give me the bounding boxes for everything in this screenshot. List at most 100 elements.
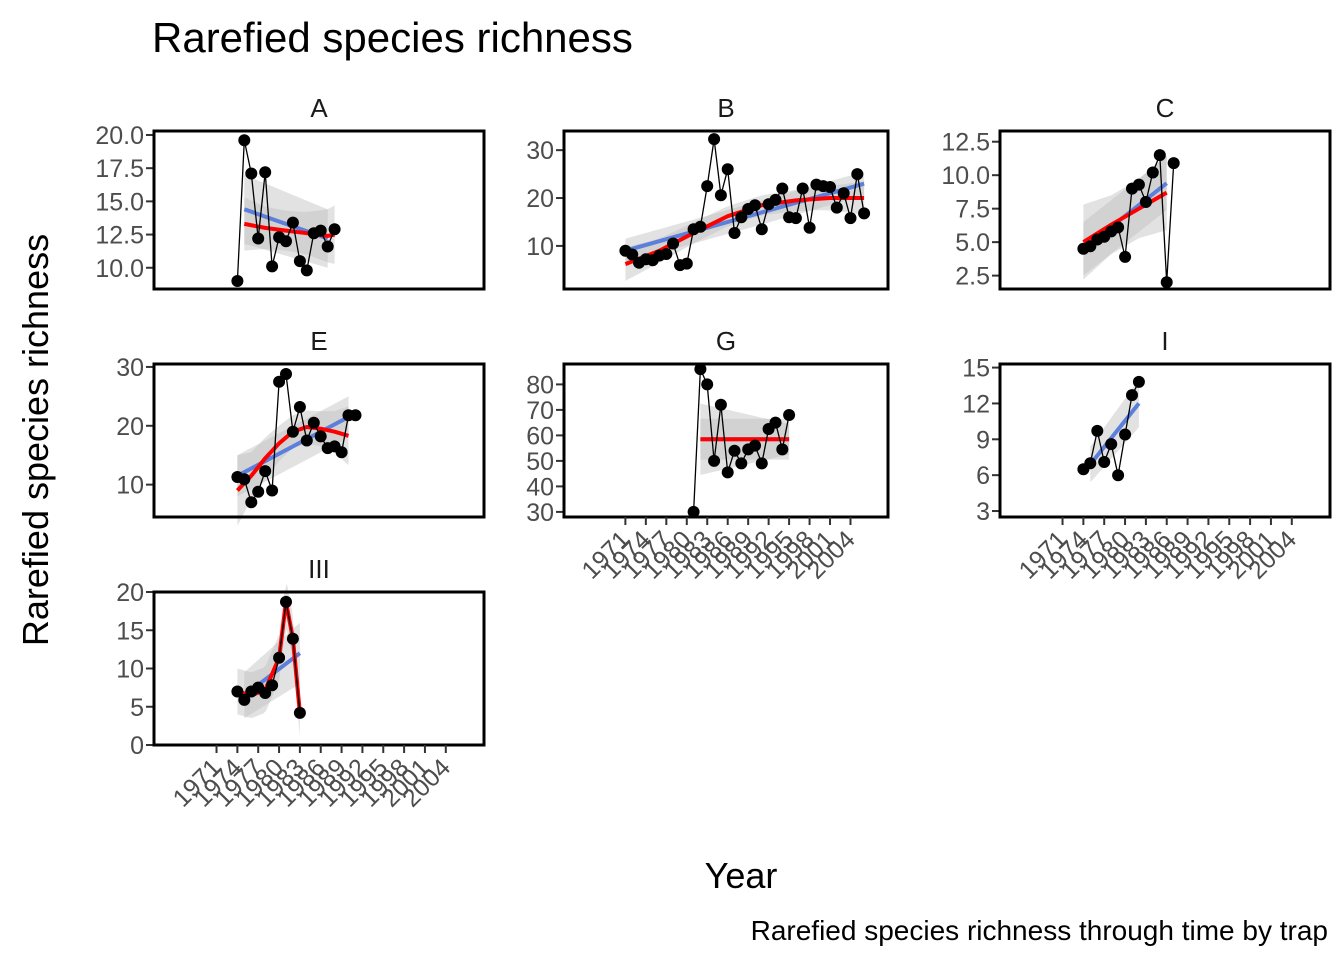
data-point xyxy=(1132,375,1145,388)
data-point xyxy=(1105,438,1118,451)
y-tick-label: 60 xyxy=(526,422,554,450)
y-tick-label: 20 xyxy=(116,413,144,441)
y-tick-label: 15.0 xyxy=(95,188,144,216)
data-point xyxy=(259,166,272,179)
facet-label: G xyxy=(716,326,736,356)
facet-c: C 2.5 5.0 7.5 10.0 12.5 xyxy=(941,93,1332,291)
panel-border xyxy=(152,129,486,291)
loess-line xyxy=(243,221,335,238)
data-point xyxy=(626,248,639,261)
loess-ribbon xyxy=(625,181,865,281)
data-point xyxy=(721,163,734,176)
data-point xyxy=(769,193,782,206)
data-point xyxy=(314,430,327,443)
facet-label: E xyxy=(310,326,327,356)
data-point xyxy=(266,679,279,692)
panel-border xyxy=(562,129,890,291)
data-point xyxy=(300,264,313,277)
data-point xyxy=(280,368,292,380)
data-point xyxy=(286,216,299,229)
y-tick-label: 12.5 xyxy=(95,222,144,250)
data-point xyxy=(321,240,334,253)
data-point xyxy=(314,224,327,237)
data-point xyxy=(1139,196,1152,208)
loess-line xyxy=(1082,190,1168,244)
data-point xyxy=(328,223,341,236)
y-tick-label: 10 xyxy=(526,233,554,261)
y-tick-label: 15 xyxy=(116,617,144,645)
data-point xyxy=(824,181,836,193)
data-point xyxy=(286,632,299,645)
y-tick-label: 50 xyxy=(526,448,554,476)
y-tick-label: 10 xyxy=(116,472,144,500)
y-tick-label: 10 xyxy=(116,656,144,684)
facet-label: C xyxy=(1156,93,1175,123)
facet-label: III xyxy=(308,554,330,584)
lm-ribbon xyxy=(244,174,328,268)
data-point xyxy=(858,207,871,220)
data-point xyxy=(349,409,362,422)
data-point xyxy=(259,465,272,478)
facet-panels: A10.012.515.017.520.0B102030C2.55.07.510… xyxy=(95,93,1332,813)
data-point xyxy=(769,416,782,429)
data-point xyxy=(231,685,244,698)
y-tick-label: 80 xyxy=(526,371,554,399)
data-point xyxy=(701,180,714,193)
data-point xyxy=(238,473,251,486)
y-tick-label: 10.0 xyxy=(941,162,990,190)
y-tick-label: 7.5 xyxy=(955,196,990,224)
data-point xyxy=(749,199,761,212)
data-point xyxy=(1160,276,1173,289)
data-point xyxy=(735,457,748,470)
data-point xyxy=(687,505,700,518)
data-point xyxy=(259,687,272,699)
data-point xyxy=(776,443,789,456)
data-point xyxy=(1119,250,1132,263)
y-tick-label: 9 xyxy=(976,426,990,454)
data-point xyxy=(783,409,796,421)
y-tick-label: 5 xyxy=(130,694,144,722)
facet-e: E 10 20 30 xyxy=(116,326,486,526)
data-point xyxy=(300,434,313,447)
chart-caption: Rarefied species richness through time b… xyxy=(751,915,1328,946)
data-point xyxy=(245,496,258,509)
data-point xyxy=(238,134,251,147)
data-point xyxy=(266,260,279,273)
y-tick-label: 12.5 xyxy=(941,129,990,157)
data-point xyxy=(1146,166,1159,179)
data-point xyxy=(1112,221,1125,234)
data-point xyxy=(755,457,768,470)
facet-iii: III0510152019711974197719801983198619891… xyxy=(116,554,486,813)
data-point xyxy=(1112,469,1125,482)
data-point xyxy=(714,398,727,411)
facet-a: A 10.0 12.5 15.0 17.5 20.0 xyxy=(95,93,486,291)
data-point xyxy=(708,454,721,467)
data-point xyxy=(280,235,292,248)
data-point xyxy=(728,227,741,239)
y-axis-label: Rarefied species richness xyxy=(15,234,56,646)
panel-border xyxy=(998,362,1332,519)
data-point xyxy=(307,416,320,429)
data-point xyxy=(1132,178,1145,191)
data-point xyxy=(694,220,707,233)
data-point xyxy=(286,425,299,438)
data-point xyxy=(280,595,292,608)
data-point xyxy=(273,375,286,388)
y-tick-label: 70 xyxy=(526,397,554,425)
data-point xyxy=(803,221,816,234)
data-point xyxy=(238,693,251,706)
y-tick-label: 5.0 xyxy=(955,229,990,257)
data-point xyxy=(266,484,279,497)
data-point xyxy=(851,168,864,181)
y-tick-label: 20 xyxy=(116,579,144,607)
data-point xyxy=(231,275,244,287)
data-point xyxy=(1119,428,1132,441)
facet-label: I xyxy=(1161,326,1168,356)
data-point xyxy=(844,212,857,225)
data-point xyxy=(1084,457,1097,470)
data-point xyxy=(293,401,306,413)
y-tick-label: 6 xyxy=(976,462,990,490)
data-point xyxy=(749,439,761,452)
y-tick-label: 0 xyxy=(130,732,144,760)
y-tick-label: 20.0 xyxy=(95,122,144,150)
